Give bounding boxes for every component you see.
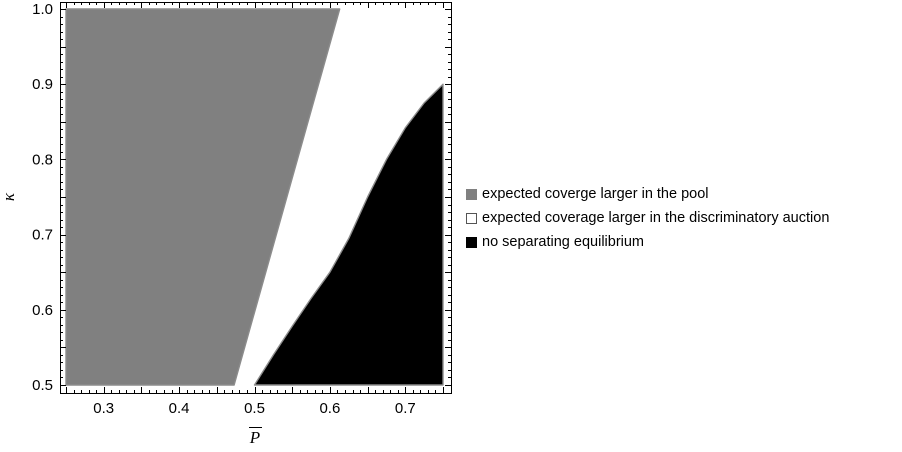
legend-item-pool: expected coverge larger in the pool <box>466 182 829 206</box>
ticks-layer: 0.3 0.4 0.5 0.6 0.7 0.5 0.6 0.7 0.8 0.9 1.0 <box>32 1 451 417</box>
regions-layer <box>65 8 444 386</box>
x-axis-title: P <box>249 427 262 447</box>
legend-label-no-separating-equilibrium: no separating equilibrium <box>482 234 645 250</box>
x-tick-label: 0.4 <box>169 400 190 417</box>
legend-label-discriminatory-auction: expected coverage larger in the discrimi… <box>482 210 830 226</box>
y-tick-label: 0.7 <box>32 227 53 244</box>
y-tick-label: 0.6 <box>32 302 53 319</box>
region-no-separating-equilibrium <box>253 83 444 386</box>
legend-swatch-discriminatory-auction <box>466 212 477 224</box>
legend: expected coverge larger in the pool expe… <box>466 182 829 254</box>
y-tick-label: 0.5 <box>32 377 53 394</box>
legend-item-discriminatory-auction: expected coverage larger in the discrimi… <box>466 206 829 230</box>
legend-label-pool: expected coverge larger in the pool <box>482 186 709 202</box>
x-axis-label: P <box>249 428 260 447</box>
region-plot: 0.3 0.4 0.5 0.6 0.7 0.5 0.6 0.7 0.8 0.9 1.0 P κ <box>0 1 452 447</box>
legend-swatch-pool <box>466 188 477 200</box>
x-tick-label: 0.5 <box>244 400 265 417</box>
y-tick-label: 0.9 <box>32 76 53 93</box>
x-tick-label: 0.6 <box>319 400 340 417</box>
y-tick-label: 1.0 <box>32 1 53 18</box>
legend-swatch-no-separating-equilibrium <box>466 236 477 248</box>
x-tick-label: 0.7 <box>395 400 416 417</box>
region-pool <box>65 8 341 386</box>
x-tick-label: 0.3 <box>93 400 114 417</box>
y-tick-label: 0.8 <box>32 151 53 168</box>
legend-item-no-separating-equilibrium: no separating equilibrium <box>466 230 829 254</box>
y-axis-label: κ <box>0 192 18 201</box>
